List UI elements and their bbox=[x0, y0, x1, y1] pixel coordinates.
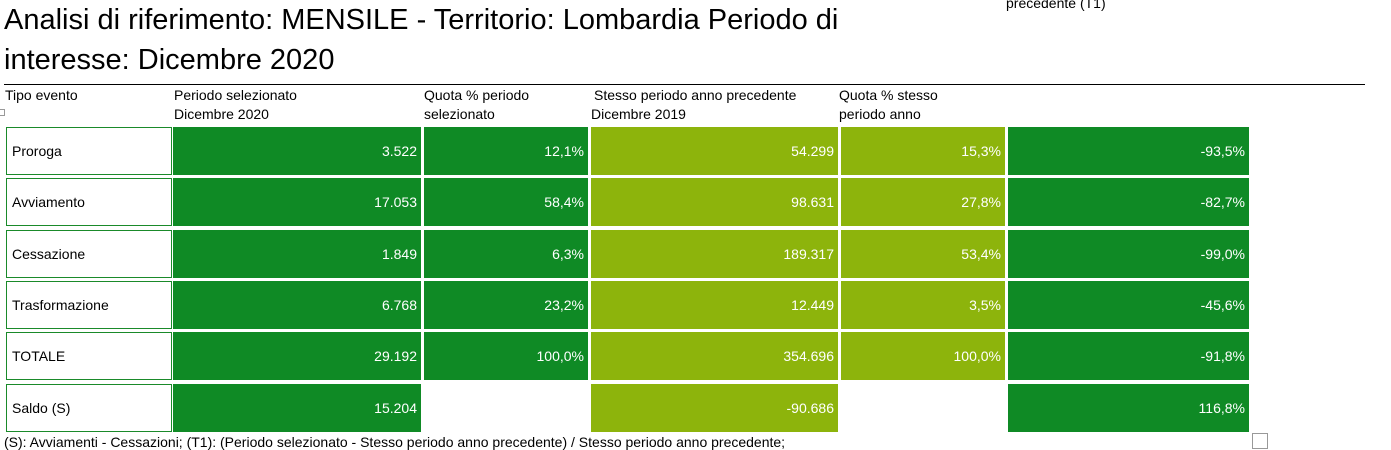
cell-trasformazione-quota-precedente: 3,5% bbox=[841, 281, 1005, 329]
cell-totale-variazione: -91,8% bbox=[1008, 332, 1249, 380]
page-title: Analisi di riferimento: MENSILE - Territ… bbox=[4, 4, 839, 76]
footer-notes: (S): Avviamenti - Cessazioni; (T1): (Per… bbox=[4, 434, 786, 450]
cell-proroga-variazione: -93,5% bbox=[1008, 127, 1249, 175]
cell-trasformazione-precedente: 12.449 bbox=[591, 281, 838, 329]
header-quota-stesso-periodo-line1: Quota % stesso bbox=[839, 87, 938, 103]
cell-cessazione-quota-precedente: 53,4% bbox=[841, 230, 1005, 278]
cell-totale-selezionato: 29.192 bbox=[173, 332, 421, 380]
cell-cessazione-quota-selezionato: 6,3% bbox=[424, 230, 588, 278]
cell-proroga-quota-selezionato: 12,1% bbox=[424, 127, 588, 175]
header-periodo-selezionato: Periodo selezionato Dicembre 2020 bbox=[174, 86, 297, 124]
row-label-cessazione: Cessazione bbox=[6, 230, 172, 278]
header-overflow-text: precedente (T1) bbox=[1006, 0, 1106, 11]
header-quota-stesso-periodo: Quota % stesso periodo anno bbox=[839, 86, 938, 124]
cell-totale-quota-selezionato: 100,0% bbox=[424, 332, 588, 380]
header-stesso-periodo: Stesso periodo anno precedente Dicembre … bbox=[591, 86, 796, 124]
cell-avviamento-variazione: -82,7% bbox=[1008, 178, 1249, 226]
header-stesso-periodo-line1: Stesso periodo anno precedente bbox=[594, 87, 797, 103]
cell-cessazione-variazione: -99,0% bbox=[1008, 230, 1249, 278]
cell-totale-quota-precedente: 100,0% bbox=[841, 332, 1005, 380]
cell-avviamento-quota-selezionato: 58,4% bbox=[424, 178, 588, 226]
header-quota-periodo: Quota % periodo selezionato bbox=[424, 86, 529, 124]
cell-proroga-selezionato: 3.522 bbox=[173, 127, 421, 175]
row-label-avviamento: Avviamento bbox=[6, 178, 172, 226]
header-stesso-periodo-line2: Dicembre 2019 bbox=[591, 106, 686, 122]
cell-avviamento-precedente: 98.631 bbox=[591, 178, 838, 226]
cell-saldo-variazione: 116,8% bbox=[1008, 384, 1249, 432]
row-label-proroga: Proroga bbox=[6, 127, 172, 175]
header-quota-stesso-periodo-line2: periodo anno bbox=[839, 106, 921, 122]
header-tipo-evento: Tipo evento bbox=[5, 87, 78, 103]
header-quota-periodo-line1: Quota % periodo bbox=[424, 87, 530, 103]
cell-trasformazione-quota-selezionato: 23,2% bbox=[424, 281, 588, 329]
header-periodo-selezionato-line1: Periodo selezionato bbox=[174, 87, 297, 103]
cell-avviamento-quota-precedente: 27,8% bbox=[841, 178, 1005, 226]
cell-cessazione-selezionato: 1.849 bbox=[173, 230, 421, 278]
cell-proroga-quota-precedente: 15,3% bbox=[841, 127, 1005, 175]
title-divider bbox=[4, 84, 1365, 85]
row-label-totale: TOTALE bbox=[6, 332, 172, 380]
expand-marker-icon[interactable] bbox=[0, 109, 5, 116]
cell-proroga-precedente: 54.299 bbox=[591, 127, 838, 175]
header-periodo-selezionato-line2: Dicembre 2020 bbox=[174, 106, 269, 122]
cell-saldo-precedente: -90.686 bbox=[591, 384, 838, 432]
cell-trasformazione-variazione: -45,6% bbox=[1008, 281, 1249, 329]
cell-saldo-selezionato: 15.204 bbox=[173, 384, 421, 432]
cell-trasformazione-selezionato: 6.768 bbox=[173, 281, 421, 329]
cell-totale-precedente: 354.696 bbox=[591, 332, 838, 380]
row-label-trasformazione: Trasformazione bbox=[6, 281, 172, 329]
cell-avviamento-selezionato: 17.053 bbox=[173, 178, 421, 226]
header-quota-periodo-line2: selezionato bbox=[424, 106, 495, 122]
row-label-saldo: Saldo (S) bbox=[6, 384, 172, 432]
cell-cessazione-precedente: 189.317 bbox=[591, 230, 838, 278]
